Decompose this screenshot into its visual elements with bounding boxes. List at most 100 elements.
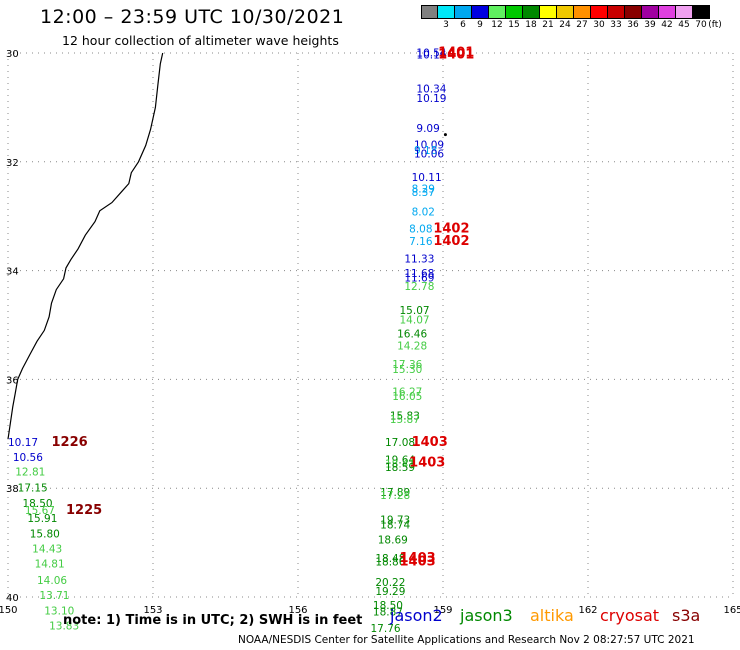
wave-height-label: 14.43 — [32, 543, 62, 555]
wave-height-label: 10.54 — [416, 47, 446, 59]
wave-height-label: 10.09 — [414, 140, 444, 152]
wave-height-label: 8.02 — [412, 207, 435, 219]
lat-tick-label: 30 — [6, 49, 19, 60]
scale-label: 12 — [491, 20, 503, 30]
coastline — [7, 52, 447, 440]
scale-swatch — [421, 5, 438, 19]
wave-height-label: 15.07 — [400, 305, 430, 317]
wave-height-label: 10.11 — [412, 172, 442, 184]
lon-tick-label: 159 — [433, 605, 452, 616]
wave-height-label: 14.81 — [35, 559, 65, 571]
wave-height-label: 13.83 — [49, 621, 79, 633]
scale-swatch — [540, 5, 557, 19]
lon-tick-label: 156 — [288, 605, 307, 616]
scale-label: 24 — [559, 20, 571, 30]
color-scale-swatches — [421, 5, 710, 19]
island-mark — [443, 133, 447, 137]
wave-height-label: 9.18 — [414, 145, 437, 157]
wave-height-label: 11.69 — [404, 272, 434, 284]
scale-label: 9 — [477, 20, 483, 30]
pass-time-label: 1403 — [412, 435, 448, 450]
pass-time-label: 1403 — [400, 551, 436, 566]
wave-height-label: 10.19 — [416, 93, 446, 105]
scale-label: 42 — [661, 20, 673, 30]
scale-swatch — [557, 5, 574, 19]
wave-height-label: 18.86 — [375, 556, 405, 568]
lat-tick-label: 38 — [6, 484, 19, 495]
color-scale-legend: 3 6 9 12 15 18 21 24 27 30 33 36 39 42 45 70 (ft) — [421, 5, 722, 31]
page-subtitle: 12 hour collection of altimeter wave hei… — [62, 33, 339, 48]
wave-height-label: 17.76 — [371, 623, 401, 635]
scale-label: 36 — [627, 20, 639, 30]
scale-swatch — [438, 5, 455, 19]
lon-tick-label: 150 — [0, 605, 18, 616]
wave-height-label: 18.59 — [385, 462, 415, 474]
wave-height-label: 20.22 — [375, 577, 405, 589]
pass-time-label: 1226 — [52, 435, 88, 450]
wave-height-label: 12.78 — [404, 281, 434, 293]
wave-height-label: 11.33 — [404, 253, 434, 265]
wave-height-label: 14.28 — [397, 340, 427, 352]
wave-height-label: 18.41 — [385, 459, 415, 471]
footer-note: note: 1) Time is in UTC; 2) SWH is in fe… — [63, 613, 363, 628]
wave-height-label: 13.71 — [39, 590, 69, 602]
wave-height-label: 18.69 — [378, 535, 408, 547]
color-scale-labels: 3 6 9 12 15 18 21 24 27 30 33 36 39 42 45 70 (ft) — [421, 19, 722, 31]
wave-height-label: 15.80 — [30, 529, 60, 541]
scale-label: 15 — [508, 20, 520, 30]
page-title: 12:00 – 23:59 UTC 10/30/2021 — [40, 6, 345, 28]
scale-swatch — [489, 5, 506, 19]
wave-height-label: 18.48 — [375, 553, 405, 565]
scale-label: 6 — [460, 20, 466, 30]
scale-swatch — [574, 5, 591, 19]
lon-tick-label: 162 — [578, 605, 597, 616]
legend-item-jason2: jason2 — [390, 606, 443, 625]
wave-height-label: 18.50 — [373, 600, 403, 612]
scale-swatch — [642, 5, 659, 19]
wave-height-label: 18.74 — [380, 519, 410, 531]
wave-height-label: 12.81 — [15, 467, 45, 479]
wave-height-label: 16.27 — [392, 387, 422, 399]
wave-height-label: 10.17 — [8, 437, 38, 449]
scale-label: 45 — [678, 20, 690, 30]
wave-height-label: 16.05 — [392, 391, 422, 403]
wave-height-label: 8.08 — [409, 224, 432, 236]
wave-height-label: 7.16 — [409, 236, 433, 248]
pass-time-label: 1402 — [433, 222, 469, 237]
map-grid — [7, 52, 734, 598]
coastline-path — [7, 52, 164, 440]
wave-height-label: 17.15 — [18, 482, 48, 494]
wave-height-label: 10.06 — [414, 148, 444, 160]
wave-height-label: 9.09 — [416, 123, 439, 135]
scale-label: 27 — [576, 20, 588, 30]
legend-item-cryosat: cryosat — [600, 606, 660, 625]
wave-height-label: 19.73 — [380, 515, 410, 527]
scale-swatch — [591, 5, 608, 19]
wave-height-label: 15.83 — [390, 411, 420, 423]
wave-height-label: 17.28 — [380, 490, 410, 502]
scale-swatch — [693, 5, 710, 19]
wave-height-label: 11.68 — [404, 268, 434, 280]
wave-height-label: 17.08 — [385, 437, 415, 449]
wave-height-label: 14.06 — [37, 575, 67, 587]
lat-tick-label: 32 — [6, 158, 19, 169]
axis-ticks: 150 153 156 159 162 165 30 32 34 36 38 40 — [0, 49, 740, 616]
wave-height-label: 19.29 — [375, 586, 405, 598]
lon-tick-label: 165 — [723, 605, 740, 616]
scale-swatch — [659, 5, 676, 19]
scale-swatch — [625, 5, 642, 19]
wave-height-label: 15.67 — [25, 505, 55, 517]
credit-line: NOAA/NESDIS Center for Satellite Applica… — [238, 634, 695, 646]
scale-swatch — [523, 5, 540, 19]
wave-height-label: 13.10 — [44, 605, 74, 617]
pass-time-label: 1403 — [400, 554, 436, 569]
scale-swatch — [506, 5, 523, 19]
scale-swatch — [676, 5, 693, 19]
wave-height-label: 15.91 — [27, 513, 57, 525]
lat-tick-label: 40 — [6, 593, 19, 604]
legend-item-altika: altika — [530, 606, 574, 625]
